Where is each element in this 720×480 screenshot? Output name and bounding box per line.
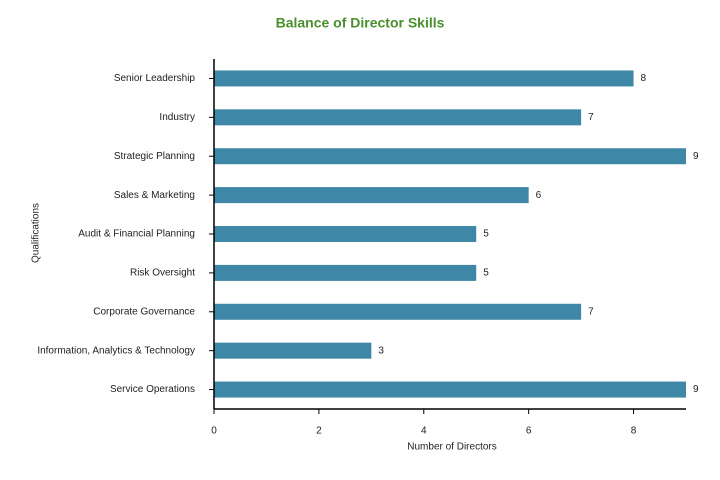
data-label: 9	[693, 151, 699, 162]
bar	[214, 187, 529, 204]
data-label: 5	[483, 229, 489, 240]
data-label: 6	[536, 190, 542, 201]
bar	[214, 70, 634, 87]
y-axis-label: Qualifications	[31, 203, 42, 263]
y-tick-label: Risk Oversight	[130, 268, 195, 279]
bar	[214, 226, 477, 242]
bar	[214, 148, 686, 165]
y-tick-label: Industry	[159, 112, 195, 123]
y-tick-label: Strategic Planning	[114, 151, 195, 162]
data-label: 7	[588, 306, 594, 317]
bar	[214, 381, 686, 398]
data-label: 5	[483, 268, 489, 279]
data-label: 8	[641, 73, 647, 84]
chart-title: Balance of Director Skills	[276, 15, 445, 31]
x-axis-label: Number of Directors	[407, 442, 496, 453]
y-tick-label: Sales & Marketing	[114, 190, 195, 201]
data-label: 7	[588, 112, 594, 123]
bar	[214, 109, 582, 126]
x-tick-label: 6	[526, 426, 532, 437]
bar	[214, 264, 477, 281]
data-label: 9	[693, 384, 699, 395]
x-tick-label: 8	[631, 426, 637, 437]
y-tick-label: Corporate Governance	[93, 306, 195, 317]
x-tick-label: 2	[316, 426, 322, 437]
y-tick-label: Service Operations	[110, 384, 195, 395]
y-tick-label: Information, Analytics & Technology	[37, 345, 195, 356]
bar	[214, 342, 372, 359]
x-tick-label: 4	[421, 426, 427, 437]
y-tick-label: Audit & Financial Planning	[78, 229, 195, 240]
data-label: 3	[378, 345, 384, 356]
y-tick-label: Senior Leadership	[114, 73, 196, 84]
x-tick-label: 0	[211, 426, 217, 437]
bar	[214, 303, 582, 320]
